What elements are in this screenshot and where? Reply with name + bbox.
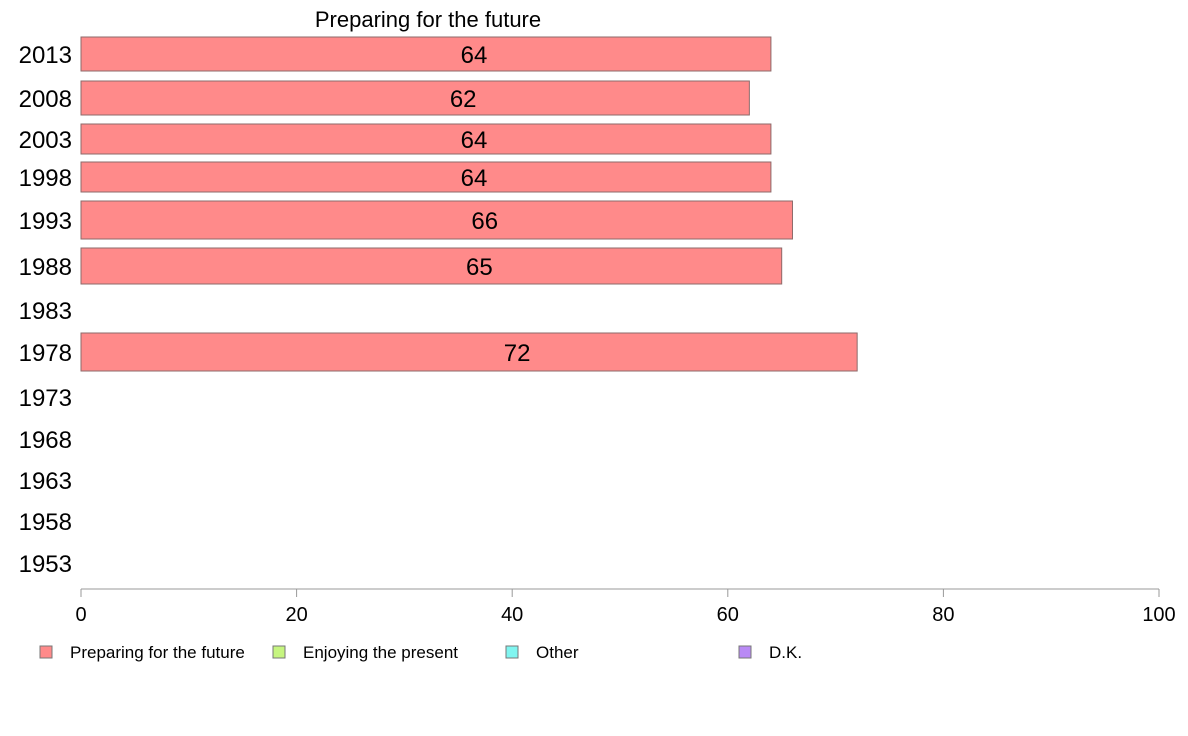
bar [80, 36, 772, 72]
x-tick-label: 60 [717, 604, 739, 626]
bars-group: 64 62 64 64 66 65 72 [80, 36, 858, 372]
category-label: 2008 [19, 86, 72, 113]
data-label: 72 [504, 340, 531, 367]
category-label: 1983 [19, 298, 72, 325]
category-label: 1963 [19, 468, 72, 495]
bar [80, 200, 793, 240]
category-label: 2003 [19, 127, 72, 154]
category-label: 1968 [19, 427, 72, 454]
data-label: 64 [461, 165, 488, 192]
legend-swatch [505, 645, 519, 659]
bar [80, 161, 772, 193]
data-label: 65 [466, 254, 493, 281]
bar [80, 123, 772, 155]
chart-title: Preparing for the future [315, 7, 541, 32]
legend-swatch [738, 645, 752, 659]
bar [80, 332, 858, 372]
category-labels: 2013 2008 2003 1998 1993 1988 1983 1978 1973 1968… [19, 42, 72, 578]
legend-swatch [272, 645, 286, 659]
x-tick-label: 0 [75, 604, 86, 626]
category-label: 1973 [19, 385, 72, 412]
x-tick-label: 80 [932, 604, 954, 626]
legend-label: Preparing for the future [70, 643, 245, 662]
category-label: 2013 [19, 42, 72, 69]
legend-label: D.K. [769, 643, 802, 662]
legend: Preparing for the future Enjoying the pre… [39, 643, 802, 662]
category-label: 1988 [19, 254, 72, 281]
category-label: 1978 [19, 340, 72, 367]
category-label: 1958 [19, 509, 72, 536]
x-tick-label: 100 [1142, 604, 1175, 626]
bar [80, 80, 750, 116]
category-label: 1993 [19, 208, 72, 235]
x-tick-label: 40 [501, 604, 523, 626]
x-axis: 0 20 40 60 80 100 [75, 588, 1176, 626]
category-label: 1953 [19, 551, 72, 578]
category-label: 1998 [19, 165, 72, 192]
data-label: 64 [461, 127, 488, 154]
x-tick-label: 20 [285, 604, 307, 626]
legend-label: Other [536, 643, 579, 662]
legend-swatch [39, 645, 53, 659]
data-label: 64 [461, 42, 488, 69]
data-label: 66 [471, 208, 498, 235]
data-label: 62 [450, 86, 477, 113]
bar [80, 247, 783, 285]
legend-label: Enjoying the present [303, 643, 458, 662]
